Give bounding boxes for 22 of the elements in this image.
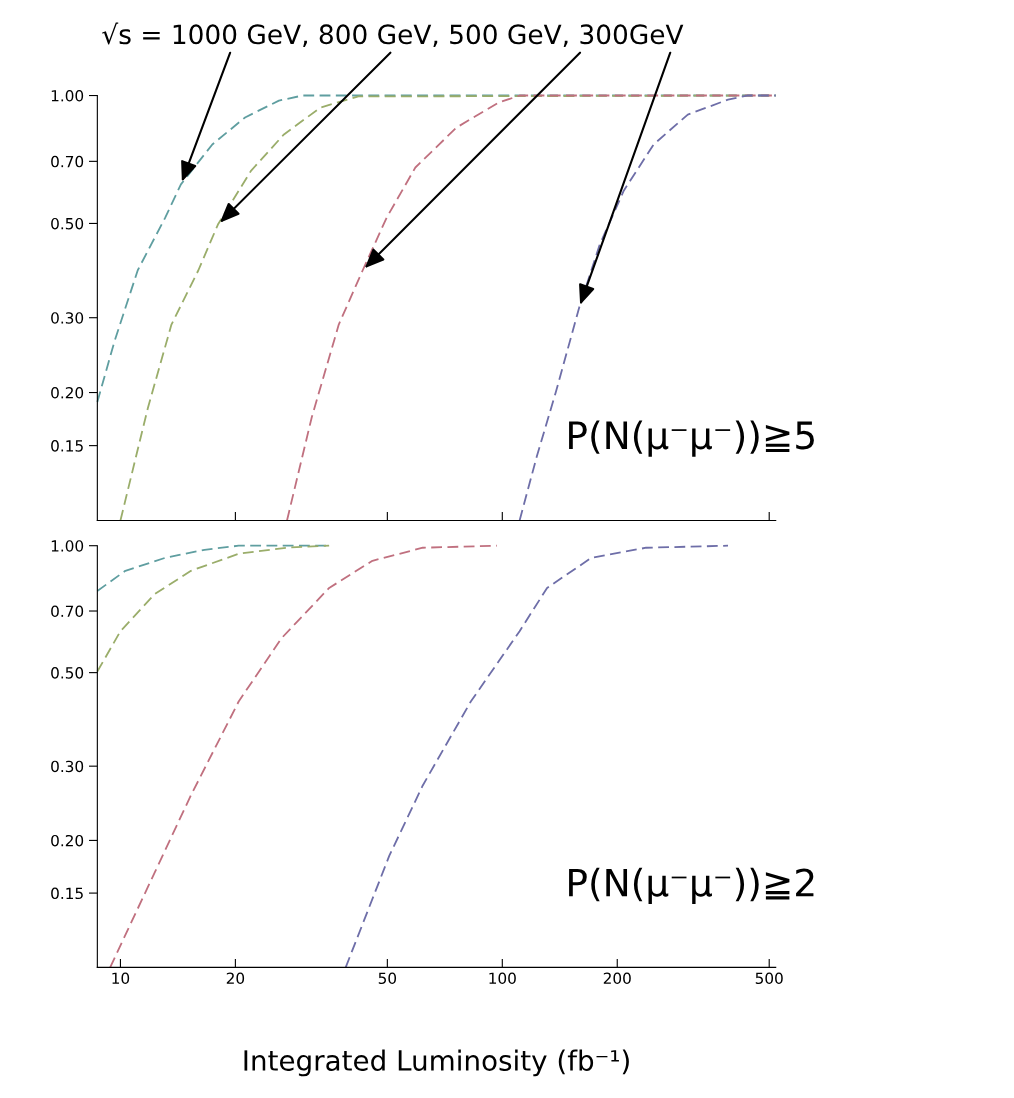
x-tick-label: 100 bbox=[489, 972, 516, 985]
chart-title: √s = 1000 GeV, 800 GeV, 500 GeV, 300GeV bbox=[102, 22, 684, 47]
y-tick-label: 0.70 bbox=[51, 155, 84, 168]
y-tick-label: 1.00 bbox=[51, 89, 84, 102]
y-tick-label: 0.15 bbox=[51, 440, 83, 452]
y-tick-label: 0.20 bbox=[51, 834, 84, 847]
y-tick-label: 1.00 bbox=[51, 540, 84, 552]
x-tick-label: 200 bbox=[603, 972, 631, 985]
y-tick-label: 0.50 bbox=[51, 217, 84, 230]
x-tick-label: 20 bbox=[226, 972, 245, 985]
x-tick-label: 500 bbox=[755, 972, 783, 985]
annotation: P(N(μ⁻μ⁻))≧5 bbox=[569, 420, 814, 457]
y-tick-label: 0.50 bbox=[51, 667, 84, 679]
x-axis-title: Integrated Luminosity (fb⁻¹) bbox=[244, 1049, 629, 1077]
annotation: P(N(μ⁻μ⁻))≧2 bbox=[569, 867, 814, 905]
x-tick-label: 10 bbox=[112, 972, 130, 985]
y-tick-label: 0.30 bbox=[51, 312, 84, 324]
y-tick-label: 0.15 bbox=[51, 887, 83, 900]
y-tick-label: 0.20 bbox=[51, 387, 84, 399]
x-tick-label: 50 bbox=[378, 972, 397, 985]
y-tick-label: 0.30 bbox=[51, 760, 84, 773]
y-tick-label: 0.70 bbox=[51, 605, 84, 618]
